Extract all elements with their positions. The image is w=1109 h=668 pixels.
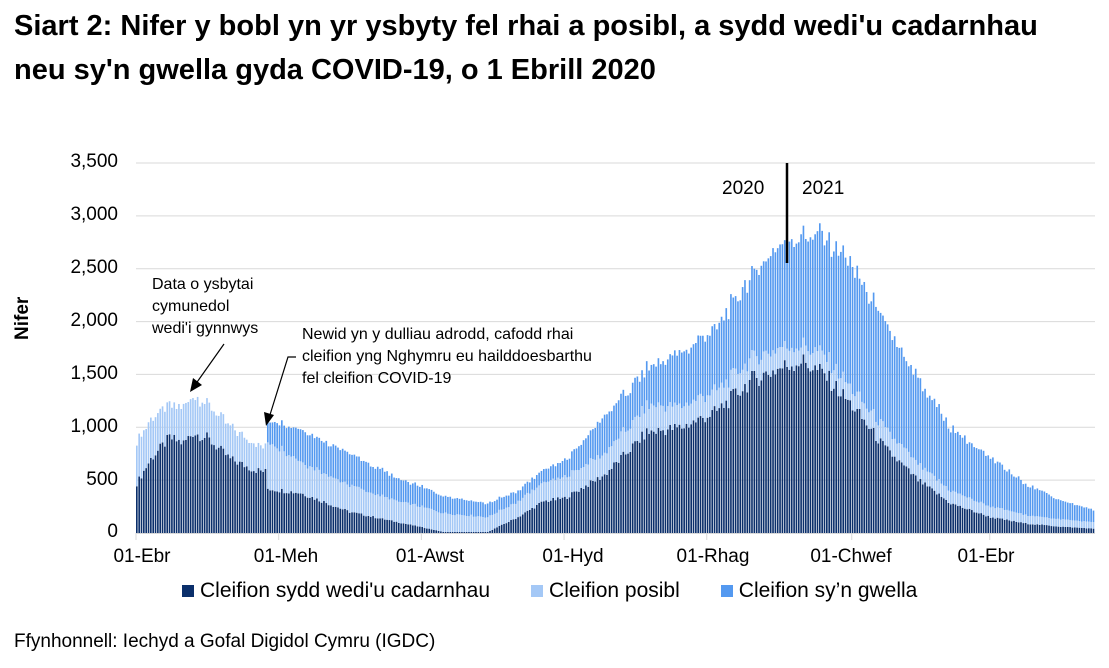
stacked-bars: [136, 223, 1095, 533]
legend-label: Cleifion sydd wedi'u cadarnhau: [200, 579, 491, 602]
y-tick: 3,500: [70, 151, 118, 172]
x-tick: 01-Meh: [253, 546, 319, 567]
chart-legend: Cleifion sydd wedi'u cadarnhau Cleifion …: [182, 579, 958, 603]
y-tick: 1,500: [70, 363, 118, 384]
x-tick: 01-Chwef: [810, 546, 892, 567]
annotation-line: Data o ysbytai: [152, 276, 254, 293]
legend-item-suspected: Cleifion posibl: [531, 579, 680, 603]
reporting-arrow: [268, 356, 296, 419]
legend-item-recovering: Cleifion sy’n gwella: [720, 579, 918, 603]
x-tick: 01-Awst: [395, 546, 465, 567]
y-tick: 2,000: [70, 310, 118, 331]
legend-label: Cleifion sy’n gwella: [738, 579, 918, 602]
y-tick: 500: [86, 469, 118, 490]
community-arrowhead-icon: [190, 378, 202, 392]
y-tick: 2,500: [70, 257, 118, 278]
community-arrow: [194, 343, 225, 386]
y-tick: 3,000: [70, 204, 118, 225]
reporting-arrowhead-icon: [264, 412, 274, 426]
annotation-line: fel cleifion COVID-19: [302, 370, 452, 387]
y-tick: 1,000: [70, 416, 118, 437]
annotation-line: Newid yn y dulliau adrodd, cafodd rhai: [302, 326, 574, 343]
x-tick: 01-Ebr: [957, 546, 1015, 567]
legend-label: Cleifion posibl: [549, 579, 680, 602]
x-tick: 01-Ebr: [113, 546, 171, 567]
annotation-line: wedi'i gynnwys: [152, 320, 259, 337]
annotation-community-hospitals: Data o ysbytai cymunedol wedi'i gynnwys: [152, 274, 258, 340]
x-axis: [135, 533, 1095, 540]
legend-item-confirmed: Cleifion sydd wedi'u cadarnhau: [182, 579, 490, 603]
legend-swatch-suspected-icon: [531, 585, 544, 597]
annotations-overlay: [190, 163, 789, 426]
x-tick: 01-Rhag: [676, 546, 750, 567]
y-tick: 0: [107, 521, 118, 542]
legend-swatch-recovering-icon: [720, 585, 733, 597]
source-note: Ffynhonnell: Iechyd a Gofal Digidol Cymr…: [14, 631, 436, 652]
year-label-2021: 2021: [802, 178, 845, 199]
legend-swatch-confirmed-icon: [182, 585, 194, 597]
annotation-line: cleifion yng Nghymru eu hailddoesbarthu: [302, 348, 592, 365]
chart-title: Siart 2: Nifer y bobl yn yr ysbyty fel r…: [14, 10, 1038, 86]
annotation-reporting-change: Newid yn y dulliau adrodd, cafodd rhai c…: [302, 324, 592, 390]
x-tick: 01-Hyd: [542, 546, 604, 567]
year-label-2020: 2020: [722, 178, 765, 199]
annotation-line: cymunedol: [152, 298, 230, 315]
